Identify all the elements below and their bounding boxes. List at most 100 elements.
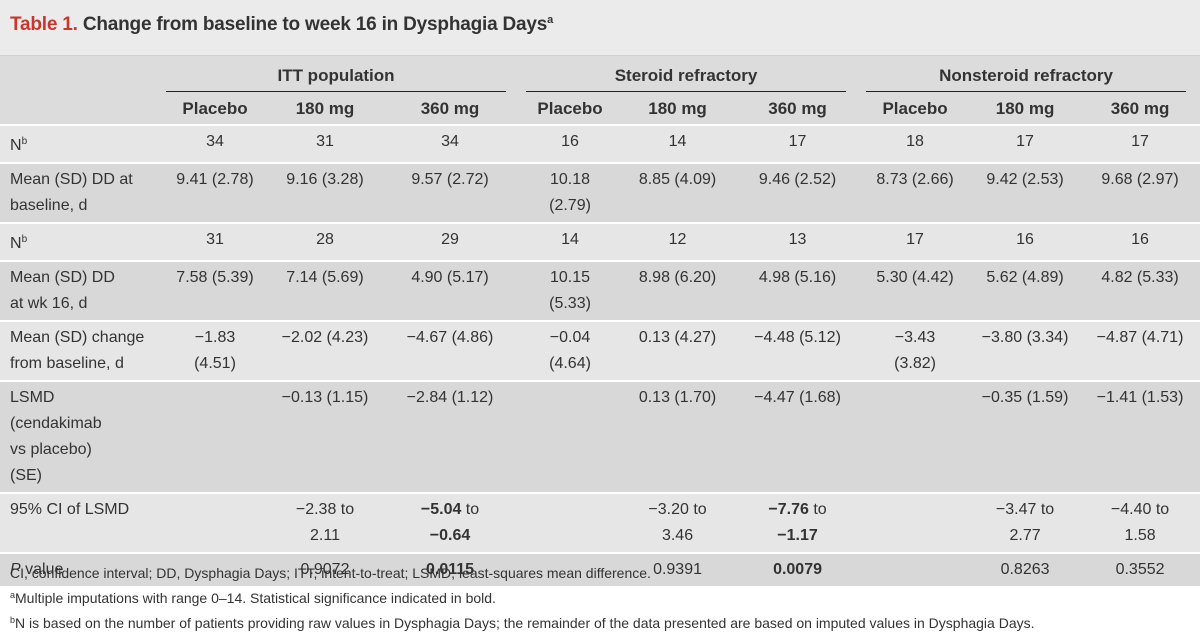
table-cell: −0.13 (1.15): [281, 389, 369, 406]
table-cell: [160, 493, 270, 553]
table-cell: −1.41 (1.53): [1096, 389, 1184, 406]
row-label: LSMD (cendakimab vs placebo) (SE): [10, 389, 102, 484]
table-row-change: Mean (SD) change from baseline, d −1.83 …: [0, 321, 1200, 381]
table-cell: −4.47 (1.68): [754, 389, 841, 406]
table-title: Table 1. Change from baseline to week 16…: [10, 14, 553, 36]
table-cell: 31: [206, 231, 224, 248]
table-cell: 4.90 (5.17): [411, 269, 489, 286]
table-cell: 7.58 (5.39): [176, 269, 254, 286]
column-header: Placebo: [882, 99, 948, 118]
header-blank: [0, 94, 160, 125]
table-cell: 0.9391: [653, 561, 702, 578]
table-cell: [520, 381, 620, 493]
table-cell: 8.85 (4.09): [638, 171, 717, 188]
results-table: ITT population Steroid refractory Nonste…: [0, 56, 1200, 586]
table-cell: [860, 493, 970, 553]
table-cell: 0.3552: [1115, 561, 1165, 578]
row-label: Nb: [10, 234, 28, 252]
table-cell: −4.87 (4.71): [1096, 329, 1184, 346]
table-cell: −1.83 (4.51): [194, 329, 236, 372]
group-nonsteroid-header: Nonsteroid refractory: [860, 56, 1200, 94]
table-cell: 18: [906, 133, 924, 150]
column-header: Placebo: [537, 99, 603, 118]
group-itt-header: ITT population: [160, 56, 520, 94]
table-cell: −5.04 to −0.64: [420, 501, 480, 544]
table-row-ci: 95% CI of LSMD −2.38 to 2.11 −5.04 to −0…: [0, 493, 1200, 553]
table-cell: 5.62 (4.89): [986, 269, 1064, 286]
table-cell: 0.13 (4.27): [638, 329, 717, 346]
table-cell: 34: [441, 133, 459, 150]
footnote-abbreviations: CI, confidence interval; DD, Dysphagia D…: [10, 565, 651, 581]
row-label: Mean (SD) DD at wk 16, d: [10, 269, 115, 312]
table-cell: 17: [906, 231, 924, 248]
table-cell: 0.8263: [1000, 561, 1050, 578]
table-cell: 9.68 (2.97): [1101, 171, 1179, 188]
table-cell: 16: [1131, 231, 1149, 248]
table-row-baseline: Mean (SD) DD at baseline, d 9.41 (2.78) …: [0, 163, 1200, 223]
table-cell: 9.16 (3.28): [286, 171, 364, 188]
table-cell: [520, 493, 620, 553]
row-label: Mean (SD) DD at baseline, d: [10, 171, 133, 214]
table-row-lsmd: LSMD (cendakimab vs placebo) (SE) −0.13 …: [0, 381, 1200, 493]
table-cell: 10.15 (5.33): [549, 269, 591, 312]
table-row-n-week16: Nb 31 28 29 14 12 13 17 16 16: [0, 223, 1200, 261]
table-cell: −3.47 to 2.77: [995, 501, 1055, 544]
table-cell: 4.98 (5.16): [758, 269, 837, 286]
table-cell: 9.57 (2.72): [411, 171, 489, 188]
results-table-panel: ITT population Steroid refractory Nonste…: [0, 56, 1200, 586]
table-cell: 34: [206, 133, 224, 150]
table-cell: 0.9072: [300, 561, 350, 578]
table-cell: 0.13 (1.70): [638, 389, 717, 406]
table-cell: −2.84 (1.12): [406, 389, 494, 406]
header-blank: [0, 56, 160, 94]
column-header: 360 mg: [1110, 99, 1170, 118]
table-cell: 28: [316, 231, 334, 248]
table-cell: −0.04 (4.64): [549, 329, 591, 372]
table-cell: [160, 381, 270, 493]
column-header: 360 mg: [420, 99, 480, 118]
title-bar: Table 1. Change from baseline to week 16…: [0, 0, 1200, 56]
table-cell: 16: [561, 133, 579, 150]
table-cell: −2.02 (4.23): [281, 329, 369, 346]
table-row-pvalue: P value 0.9072 0.0115 0.9391 0.0079 0.82…: [0, 553, 1200, 586]
table-cell: 17: [1016, 133, 1034, 150]
table-cell: −3.43 (3.82): [894, 329, 936, 372]
table-cell: −4.48 (5.12): [754, 329, 841, 346]
table-cell: −3.20 to 3.46: [648, 501, 707, 544]
footnote-a: aMultiple imputations with range 0–14. S…: [10, 590, 496, 606]
table-footnotes: CI, confidence interval; DD, Dysphagia D…: [10, 562, 1195, 634]
table-title-text: Change from baseline to week 16 in Dysph…: [82, 14, 548, 35]
column-header: 360 mg: [768, 99, 827, 118]
table-cell: −4.40 to 1.58: [1110, 501, 1170, 544]
table-cell: 5.30 (4.42): [876, 269, 954, 286]
table-cell: 7.14 (5.69): [286, 269, 364, 286]
footnote-b: bN is based on the number of patients pr…: [10, 615, 1035, 631]
table-cell: −0.35 (1.59): [981, 389, 1069, 406]
table-cell: 17: [788, 133, 807, 150]
column-header: 180 mg: [295, 99, 355, 118]
table-cell: 12: [668, 231, 687, 248]
table-cell: 17: [1131, 133, 1149, 150]
row-label: P value: [10, 561, 64, 578]
table-cell: 10.18 (2.79): [549, 171, 591, 214]
row-label: Mean (SD) change from baseline, d: [10, 329, 145, 372]
table-cell: −2.38 to 2.11: [295, 501, 355, 544]
group-header-row: ITT population Steroid refractory Nonste…: [0, 56, 1200, 94]
table-row-week16: Mean (SD) DD at wk 16, d 7.58 (5.39) 7.1…: [0, 261, 1200, 321]
group-steroid-header: Steroid refractory: [520, 56, 860, 94]
table-cell: 14: [561, 231, 579, 248]
table-cell: 16: [1016, 231, 1034, 248]
column-header: 180 mg: [995, 99, 1055, 118]
column-header-row: Placebo 180 mg 360 mg Placebo 180 mg 360…: [0, 94, 1200, 125]
table-cell: [860, 381, 970, 493]
table-row-n-baseline: Nb 34 31 34 16 14 17 18 17 17: [0, 125, 1200, 163]
table-cell: 9.46 (2.52): [758, 171, 837, 188]
table-cell: −3.80 (3.34): [981, 329, 1069, 346]
table-cell: 8.73 (2.66): [876, 171, 954, 188]
table-cell: 31: [316, 133, 334, 150]
table-cell: 8.98 (6.20): [638, 269, 717, 286]
table-cell: 4.82 (5.33): [1101, 269, 1179, 286]
row-label: Nb: [10, 136, 28, 154]
table-cell: 9.41 (2.78): [176, 171, 254, 188]
table-cell: −7.76 to −1.17: [768, 501, 827, 544]
